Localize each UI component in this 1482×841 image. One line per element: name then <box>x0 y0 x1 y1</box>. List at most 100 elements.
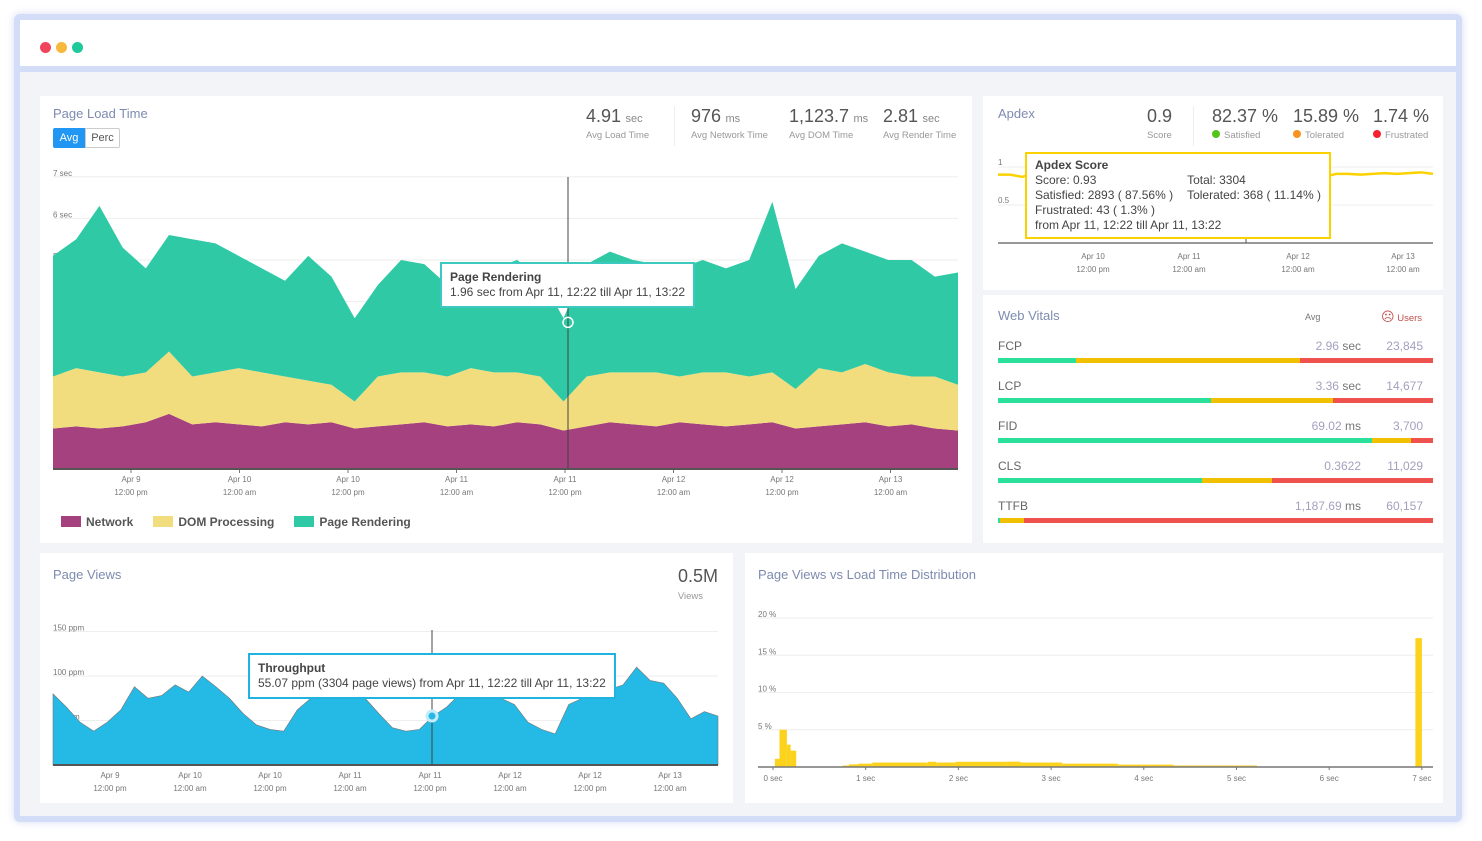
histogram-bar <box>858 763 873 767</box>
x-tick-label: 12:00 am <box>1281 265 1315 274</box>
x-tick-label: 0 sec <box>763 774 782 783</box>
users-header[interactable]: ☹ Users <box>1381 309 1423 324</box>
x-tick-label: 12:00 pm <box>1076 265 1110 274</box>
x-tick-label: Apr 11 <box>554 475 578 484</box>
hover-marker <box>425 709 439 723</box>
x-tick-label: 5 sec <box>1227 774 1246 783</box>
x-tick-label: 12:00 am <box>653 784 687 793</box>
minimize-dot[interactable] <box>56 42 67 53</box>
x-tick-label: Apr 12 <box>770 475 794 484</box>
tooltip-line: from Apr 11, 12:22 till Apr 11, 13:22 <box>1035 218 1222 232</box>
x-tick-label: 12:00 pm <box>765 488 799 497</box>
vital-row-lcp[interactable]: LCP 3.36 sec 14,677 <box>998 379 1433 409</box>
y-tick-label: 15 % <box>758 647 776 656</box>
x-tick-label: 12:00 pm <box>413 784 447 793</box>
x-tick-label: 12:00 am <box>173 784 207 793</box>
hover-marker <box>562 316 574 329</box>
x-tick-label: Apr 11 <box>339 771 363 780</box>
apdex-score: 0.9 Score <box>1147 106 1173 141</box>
x-tick-label: 6 sec <box>1320 774 1339 783</box>
status-dot-icon <box>1373 130 1381 138</box>
apdex-tooltip: Apdex Score Score: 0.93 Total: 3304 Satisf… <box>1025 152 1331 239</box>
avg-toggle[interactable]: Avg <box>53 128 85 148</box>
vital-row-ttfb[interactable]: TTFB 1,187.69 ms 60,157 <box>998 499 1433 529</box>
load-tooltip: Page Rendering 1.96 sec from Apr 11, 12:… <box>440 262 696 308</box>
apdex-panel: Apdex 0.9 Score 82.37 % Satisfied 15.89 % To… <box>983 96 1443 290</box>
distribution-chart[interactable]: 5 % 10 % 15 % 20 % 0 sec 1 sec 2 sec 3 sec 4 sec… <box>745 553 1443 803</box>
tooltip-line: Frustrated: 43 ( 1.3% ) <box>1035 203 1156 217</box>
x-tick-label: Apr 13 <box>879 475 903 484</box>
x-tick-label: 12:00 am <box>874 488 908 497</box>
vital-row-fid[interactable]: FID 69.02 ms 3,700 <box>998 419 1433 449</box>
panel-title: Page Views <box>53 567 122 582</box>
x-tick-label: 12:00 am <box>333 784 367 793</box>
y-tick-label: 6 sec <box>53 210 72 219</box>
page-load-panel: Page Load Time Avg Perc 4.91 sec Avg Load… <box>40 96 972 543</box>
tooltip-title: Apdex Score <box>1035 158 1109 172</box>
panel-title: Page Views vs Load Time Distribution <box>758 567 976 582</box>
x-tick-label: 7 sec <box>1412 774 1431 783</box>
status-dot-icon <box>1293 130 1301 138</box>
histogram-bar <box>786 744 791 767</box>
x-tick-label: 12:00 am <box>440 488 474 497</box>
y-tick-label: 150 ppm <box>53 624 84 633</box>
legend-render[interactable]: Page Rendering <box>294 515 411 529</box>
histogram-bar <box>872 762 928 767</box>
web-vitals-panel: Web Vitals Avg ☹ Users FCP 2.96 sec 23,845… <box>983 295 1443 543</box>
chart-legend: Network DOM Processing Page Rendering <box>61 515 411 529</box>
histogram-bar <box>774 758 780 767</box>
x-tick-label: 12:00 am <box>1386 265 1420 274</box>
tooltip-line: Score: 0.93 <box>1035 173 1097 187</box>
x-tick-label: Apr 13 <box>1391 252 1415 261</box>
panel-title: Web Vitals <box>998 308 1060 323</box>
views-area <box>52 666 719 766</box>
vital-row-fcp[interactable]: FCP 2.96 sec 23,845 <box>998 339 1433 369</box>
y-tick-label: 0.5 <box>998 196 1010 205</box>
x-tick-label: Apr 11 <box>419 771 443 780</box>
x-tick-label: 12:00 am <box>493 784 527 793</box>
x-tick-label: Apr 11 <box>445 475 469 484</box>
stat-1: 976 ms Avg Network Time <box>691 106 768 141</box>
x-tick-label: Apr 12 <box>662 475 686 484</box>
area-dom-processing <box>53 351 958 431</box>
x-tick-label: 4 sec <box>1134 774 1153 783</box>
histogram-bar <box>1117 764 1174 767</box>
sad-face-icon: ☹ <box>1381 309 1395 324</box>
x-tick-label: Apr 10 <box>1081 252 1105 261</box>
perc-toggle[interactable]: Perc <box>85 128 120 148</box>
histogram-bar <box>1020 762 1063 767</box>
x-tick-label: 12:00 pm <box>114 488 148 497</box>
panel-title: Page Load Time <box>53 106 148 121</box>
x-tick-label: 12:00 pm <box>253 784 287 793</box>
x-tick-label: Apr 12 <box>1286 252 1310 261</box>
histogram-bar <box>927 761 937 767</box>
avg-header: Avg <box>1305 312 1321 322</box>
x-tick-label: Apr 10 <box>258 771 282 780</box>
vital-row-cls[interactable]: CLS 0.3622 11,029 <box>998 459 1433 489</box>
divider <box>674 106 675 146</box>
distribution-panel: Page Views vs Load Time Distribution 5 %… <box>745 553 1443 803</box>
x-tick-label: Apr 10 <box>228 475 252 484</box>
x-tick-label: 12:00 pm <box>573 784 607 793</box>
histogram-bar <box>849 764 859 767</box>
x-tick-label: Apr 11 <box>1178 252 1202 261</box>
maximize-dot[interactable] <box>72 42 83 53</box>
x-tick-label: Apr 9 <box>121 475 141 484</box>
stat-0: 4.91 sec Avg Load Time <box>586 106 650 141</box>
histogram-bar <box>936 762 956 767</box>
histogram-bar <box>790 750 797 767</box>
tooltip-text: 55.07 ppm (3304 page views) from Apr 11,… <box>258 676 606 690</box>
x-tick-label: 12:00 pm <box>548 488 582 497</box>
close-dot[interactable] <box>40 42 51 53</box>
views-value: 0.5M <box>677 566 718 586</box>
y-tick-label: 20 % <box>758 610 776 619</box>
distribution-bar <box>998 518 1433 523</box>
y-tick-label: 7 sec <box>53 169 72 178</box>
apdex-stat-0: 82.37 % Satisfied <box>1212 106 1279 141</box>
x-tick-label: 12:00 am <box>223 488 257 497</box>
x-tick-label: Apr 9 <box>100 771 120 780</box>
x-tick-label: 2 sec <box>949 774 968 783</box>
legend-network[interactable]: Network <box>61 515 133 529</box>
legend-dom[interactable]: DOM Processing <box>153 515 274 529</box>
